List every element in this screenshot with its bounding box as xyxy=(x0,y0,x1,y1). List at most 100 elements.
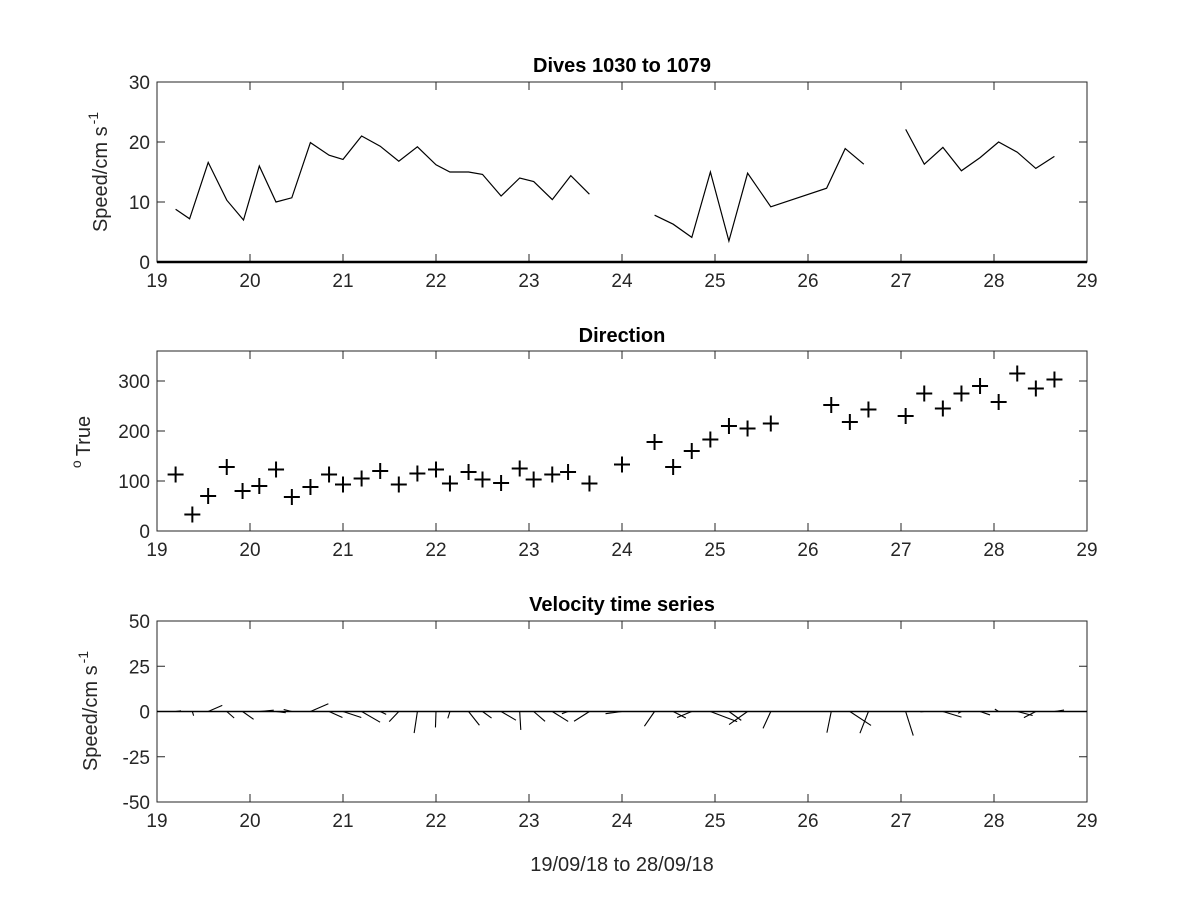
direction-point xyxy=(218,459,235,475)
direction-point xyxy=(1009,365,1026,382)
velocity-stick xyxy=(605,710,623,715)
velocity-stick xyxy=(859,711,869,734)
x-tick-label: 29 xyxy=(1076,540,1097,561)
x-tick-label: 21 xyxy=(332,811,353,832)
direction-chart-title: Direction xyxy=(579,325,666,347)
x-tick-label: 26 xyxy=(797,540,818,561)
direction-point xyxy=(372,463,389,479)
velocity-x-axis-label: 19/09/18 to 28/09/18 xyxy=(530,854,714,876)
velocity-y-ticks: -50 -25 0 25 50 xyxy=(123,612,1087,814)
velocity-stick xyxy=(957,711,962,714)
y-tick-label: 50 xyxy=(129,612,150,633)
velocity-stick xyxy=(482,711,492,719)
velocity-stick xyxy=(979,710,991,716)
velocity-stick xyxy=(826,711,832,733)
velocity-stick xyxy=(643,711,656,727)
direction-markers xyxy=(167,365,1063,523)
x-tick-label: 20 xyxy=(239,271,260,292)
velocity-stick xyxy=(573,711,590,722)
x-tick-label: 25 xyxy=(704,271,725,292)
velocity-stick xyxy=(379,711,387,715)
y-tick-label: 10 xyxy=(129,193,150,214)
direction-point xyxy=(823,397,840,413)
velocity-stick xyxy=(905,711,914,736)
x-tick-label: 22 xyxy=(425,271,446,292)
direction-point xyxy=(353,470,370,487)
velocity-stick xyxy=(361,711,381,723)
x-tick-label: 26 xyxy=(797,811,818,832)
direction-point xyxy=(184,506,201,523)
velocity-stick xyxy=(226,711,235,719)
y-tick-label: 0 xyxy=(139,522,150,543)
speed-chart-title: Dives 1030 to 1079 xyxy=(533,55,711,77)
direction-point xyxy=(474,471,491,488)
y-tick-label: 20 xyxy=(129,133,150,154)
direction-point xyxy=(200,488,217,504)
direction-point xyxy=(335,476,351,493)
x-tick-label: 22 xyxy=(425,540,446,561)
x-tick-label: 26 xyxy=(797,271,818,292)
x-tick-label: 29 xyxy=(1076,811,1097,832)
direction-point xyxy=(321,466,338,483)
speed-plot-area xyxy=(156,81,1088,263)
direction-point xyxy=(511,460,528,477)
velocity-y-axis-label-text: Speed/cm s xyxy=(80,665,102,771)
direction-point xyxy=(544,466,561,483)
direction-point xyxy=(665,459,682,475)
direction-point xyxy=(581,475,598,492)
direction-point xyxy=(916,385,933,402)
speed-line-segment xyxy=(654,147,865,244)
y-tick-label: 200 xyxy=(118,422,150,443)
x-tick-label: 19 xyxy=(146,540,167,561)
direction-point xyxy=(990,394,1007,410)
direction-point xyxy=(1027,380,1044,397)
x-tick-label: 28 xyxy=(983,271,1004,292)
x-tick-label: 22 xyxy=(425,811,446,832)
x-tick-label: 27 xyxy=(890,811,911,832)
velocity-stick xyxy=(676,710,692,718)
speed-y-axis-label-text: Speed/cm s xyxy=(90,126,112,232)
direction-point xyxy=(683,443,700,459)
direction-panel: Direction 0 100 200 300 19 20 21 22 23 24 25 26 27 2… xyxy=(68,325,1098,561)
velocity-stick xyxy=(849,711,872,726)
velocity-stick xyxy=(242,711,254,720)
direction-point xyxy=(234,483,251,499)
velocity-stick xyxy=(283,708,292,713)
velocity-y-axis-label: Speed/cm s-1 xyxy=(75,651,102,771)
speed-y-axis-label-exponent: -1 xyxy=(85,112,101,125)
velocity-y-axis-label-exponent: -1 xyxy=(75,651,91,664)
velocity-stick xyxy=(259,709,274,713)
x-tick-label: 23 xyxy=(518,811,539,832)
direction-point xyxy=(841,414,858,430)
direction-point xyxy=(739,420,756,437)
direction-point xyxy=(525,471,542,488)
velocity-stick xyxy=(728,711,748,725)
velocity-stick xyxy=(1054,709,1065,713)
x-tick-label: 21 xyxy=(332,271,353,292)
x-tick-label: 25 xyxy=(704,540,725,561)
velocity-stick xyxy=(275,710,286,714)
direction-y-ticks: 0 100 200 300 xyxy=(118,372,1087,543)
x-tick-label: 21 xyxy=(332,540,353,561)
direction-point xyxy=(762,415,779,432)
speed-line-segment xyxy=(175,135,590,222)
y-tick-label: 30 xyxy=(129,73,150,94)
x-tick-label: 20 xyxy=(239,811,260,832)
direction-point xyxy=(1046,371,1063,388)
direction-point xyxy=(720,418,737,434)
direction-point xyxy=(167,466,184,483)
x-tick-label: 28 xyxy=(983,540,1004,561)
speed-y-ticks: 0 10 20 30 xyxy=(129,73,1087,274)
velocity-stick xyxy=(533,711,546,722)
speed-panel: Dives 1030 to 1079 0 10 20 30 19 20 21 22 23 24 2… xyxy=(85,55,1098,292)
velocity-stick xyxy=(310,703,329,713)
velocity-stick xyxy=(342,710,362,718)
velocity-panel: Velocity time series -50 -25 0 25 50 19 20 21 2… xyxy=(75,594,1098,876)
direction-point xyxy=(972,378,989,394)
velocity-stick xyxy=(994,708,999,712)
direction-point xyxy=(860,401,877,418)
direction-plot-area xyxy=(156,350,1088,532)
direction-point xyxy=(302,479,319,495)
velocity-sticks xyxy=(157,703,1087,736)
